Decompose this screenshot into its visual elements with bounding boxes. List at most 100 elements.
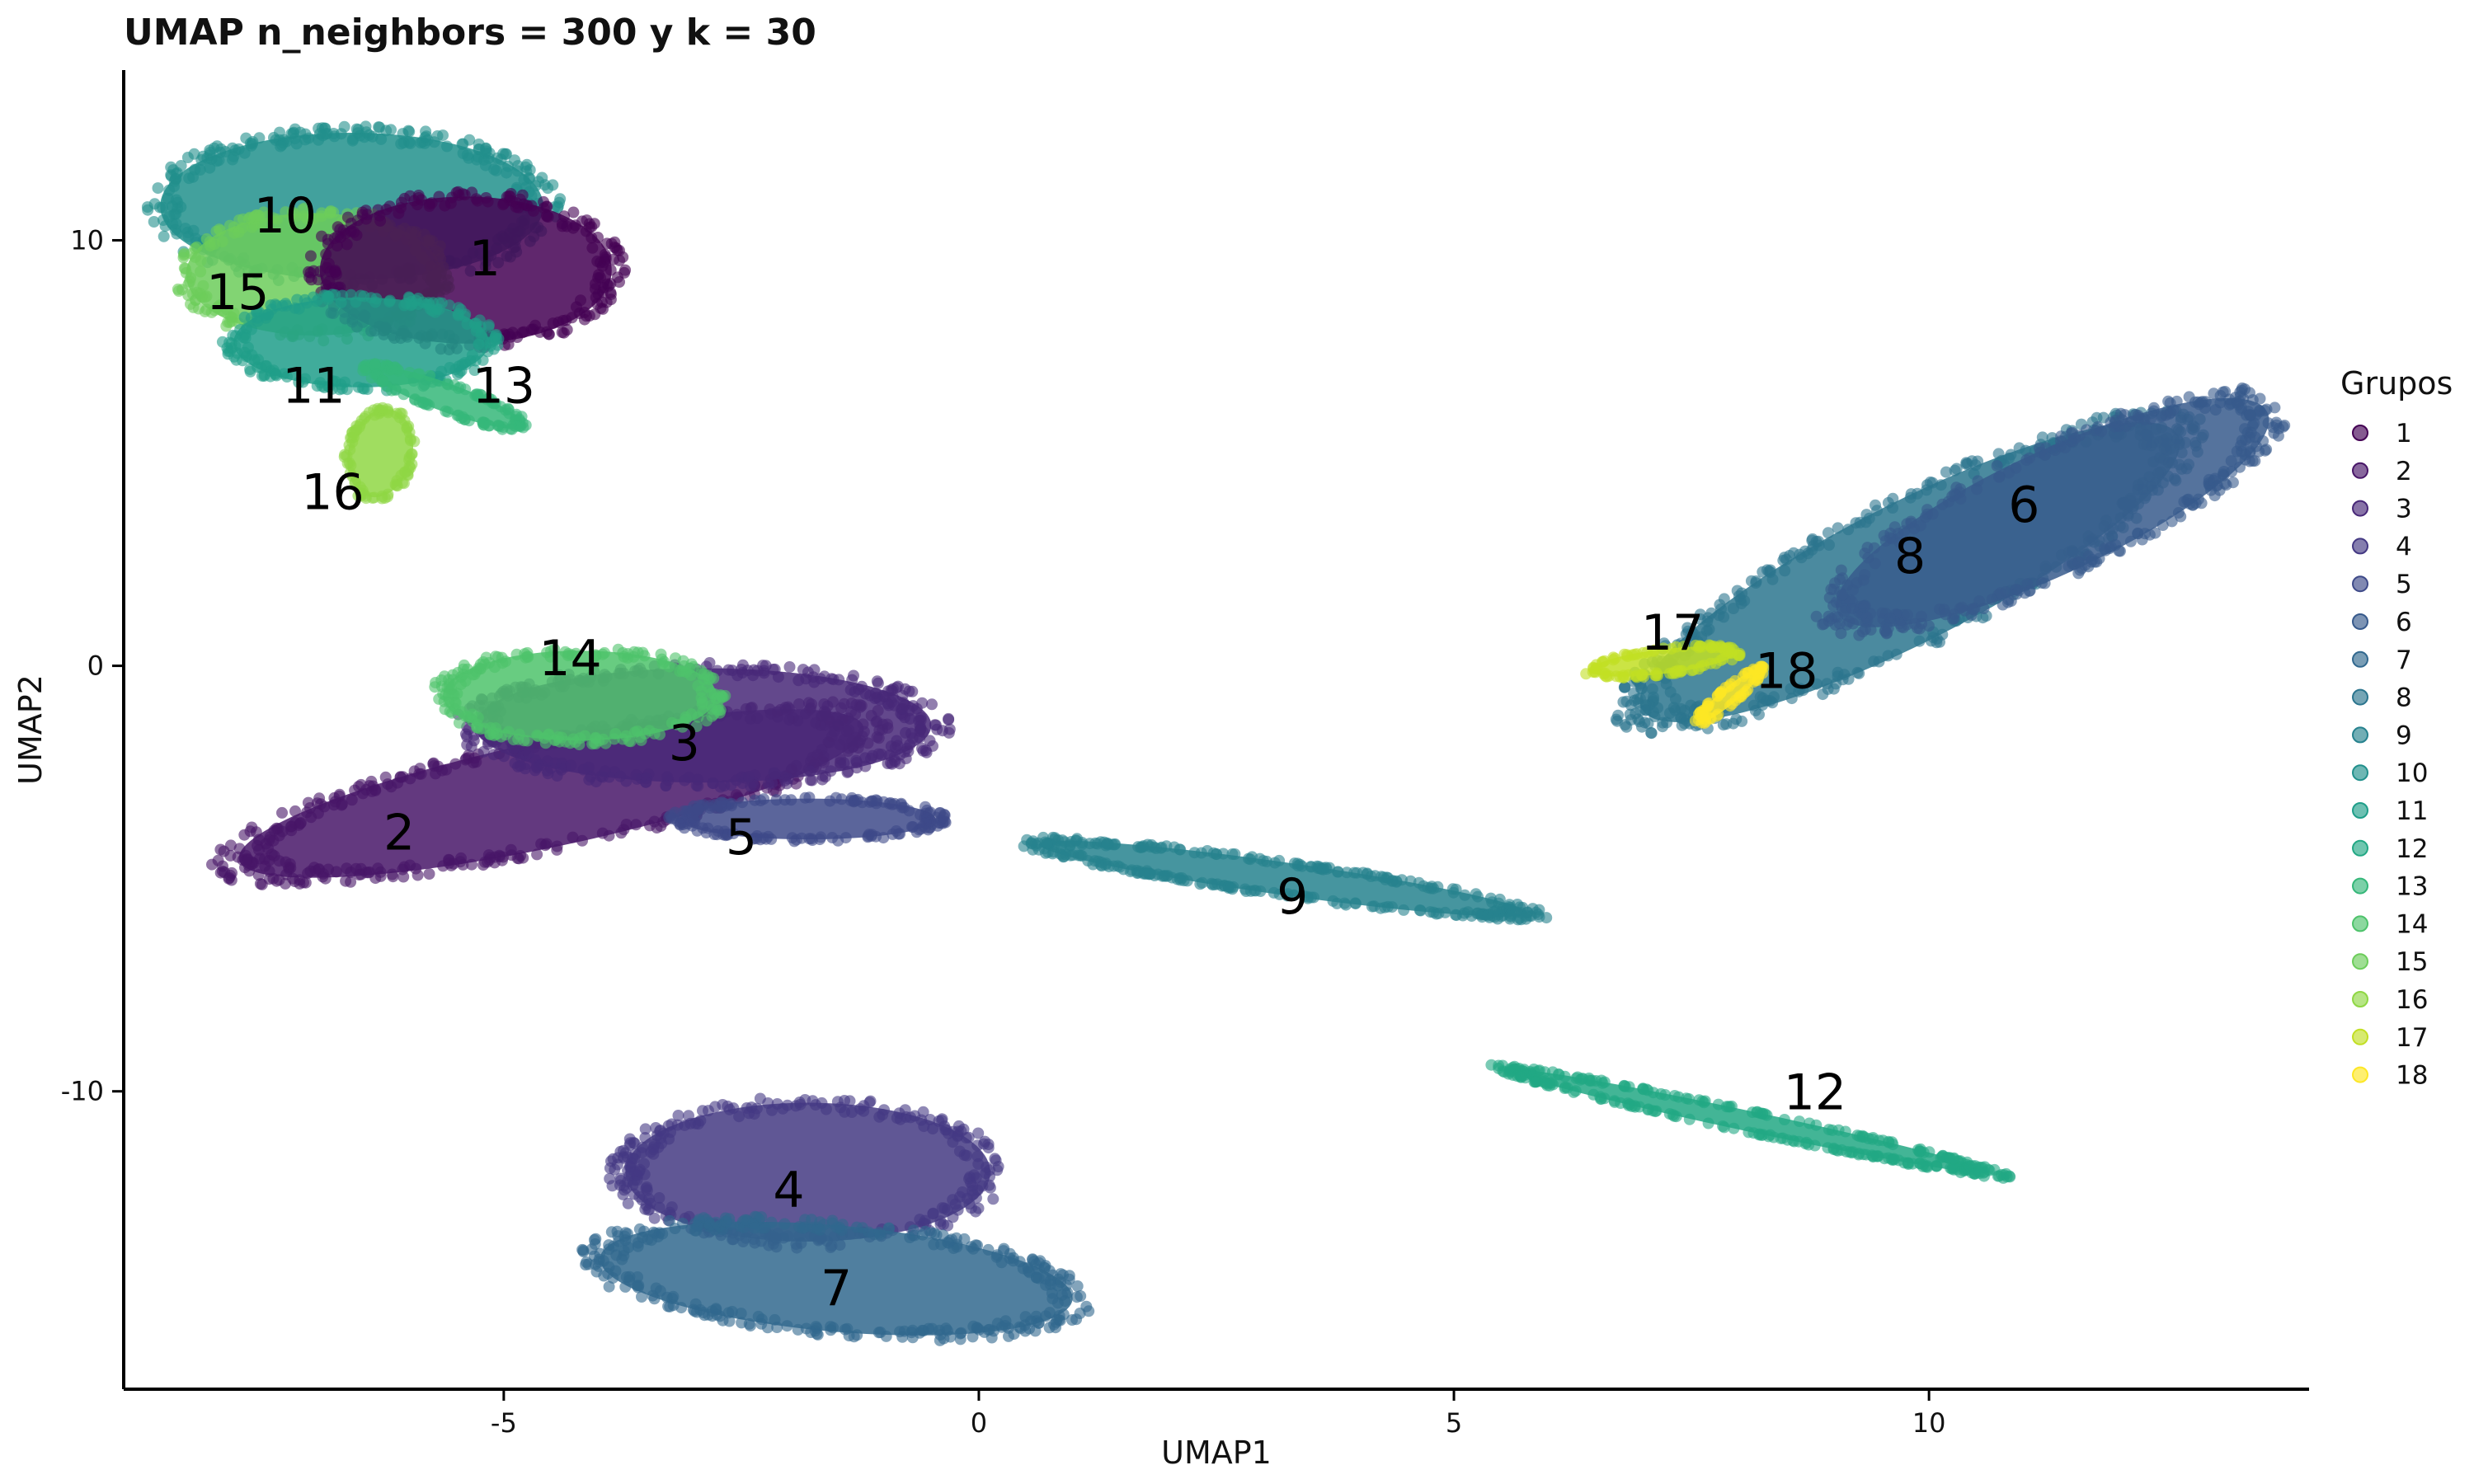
data-point: [335, 297, 347, 308]
data-point: [322, 257, 335, 270]
data-point: [1839, 1125, 1851, 1138]
data-point: [377, 375, 389, 387]
data-point: [2157, 519, 2169, 531]
data-point: [899, 683, 911, 695]
data-point: [1574, 1073, 1587, 1086]
data-point: [1962, 1164, 1974, 1176]
data-point: [985, 1331, 998, 1344]
data-point: [2036, 431, 2048, 444]
data-point: [289, 805, 301, 817]
data-point: [1949, 464, 1961, 477]
data-point: [630, 768, 642, 781]
data-point: [941, 1204, 953, 1216]
data-point: [1137, 841, 1149, 853]
data-point: [997, 1245, 1009, 1257]
data-point: [473, 338, 485, 350]
data-point: [566, 312, 578, 324]
data-point: [398, 299, 411, 312]
data-point: [1917, 1160, 1929, 1172]
data-point: [409, 393, 421, 406]
data-point: [2171, 395, 2183, 407]
data-point: [593, 735, 605, 747]
data-point: [2116, 414, 2128, 426]
cluster-label-5: 5: [726, 809, 757, 866]
legend-label: 12: [2396, 834, 2428, 864]
data-point: [2184, 498, 2196, 510]
data-point: [1871, 505, 1884, 517]
data-point: [442, 406, 454, 418]
legend-item-7: 7: [2352, 646, 2412, 675]
data-point: [2100, 544, 2112, 556]
data-point: [1978, 603, 1990, 614]
data-point: [1729, 674, 1741, 687]
data-point: [777, 1102, 789, 1115]
data-point: [583, 218, 595, 230]
data-point: [1802, 547, 1814, 560]
cluster-label-6: 6: [2008, 477, 2039, 534]
data-point: [1722, 1101, 1734, 1113]
data-point: [877, 832, 890, 844]
data-point: [736, 1317, 748, 1329]
data-point: [1664, 686, 1677, 698]
data-point: [971, 1239, 983, 1252]
data-point: [941, 1324, 953, 1336]
data-point: [536, 171, 548, 184]
data-point: [1540, 1078, 1553, 1090]
data-point: [500, 729, 512, 741]
data-point: [592, 232, 604, 243]
data-point: [1642, 717, 1654, 730]
data-point: [713, 693, 726, 705]
data-point: [280, 298, 292, 310]
data-point: [615, 827, 628, 839]
data-point: [736, 664, 747, 675]
data-point: [1714, 687, 1727, 699]
legend-label: 17: [2396, 1023, 2428, 1053]
data-point: [804, 765, 816, 777]
data-point: [1787, 1134, 1799, 1147]
data-point: [984, 1181, 996, 1194]
data-point: [385, 124, 397, 136]
data-point: [1087, 858, 1099, 871]
data-point: [943, 726, 955, 739]
data-point: [605, 1226, 618, 1238]
cluster-label-11: 11: [282, 358, 345, 416]
data-point: [638, 650, 651, 662]
data-point: [327, 128, 340, 139]
data-point: [735, 1308, 747, 1320]
data-point: [664, 1300, 676, 1313]
data-point: [2246, 394, 2259, 406]
data-point: [297, 376, 309, 388]
data-point: [926, 698, 938, 711]
data-point: [1067, 849, 1079, 862]
legend-swatch: [2352, 1028, 2368, 1045]
data-point: [195, 255, 207, 267]
data-point: [938, 811, 950, 824]
data-point: [971, 1139, 984, 1152]
points-layer: [141, 120, 2291, 1346]
data-point: [1862, 552, 1874, 564]
data-point: [1838, 669, 1851, 681]
data-point: [674, 818, 686, 830]
data-point: [769, 663, 781, 675]
data-point: [1797, 684, 1809, 697]
cluster-7-points: [576, 1210, 1095, 1346]
data-point: [749, 1222, 760, 1234]
y-tick-label: 10: [70, 224, 104, 256]
data-point: [1884, 613, 1896, 624]
data-point: [2232, 398, 2245, 411]
cluster-12-core: [1507, 1068, 1990, 1174]
data-point: [1108, 860, 1120, 872]
data-point: [1751, 1106, 1763, 1118]
data-point: [733, 1111, 745, 1123]
data-point: [479, 658, 491, 670]
data-point: [950, 1232, 962, 1244]
data-point: [2277, 420, 2289, 433]
data-point: [1810, 1119, 1823, 1131]
data-point: [2218, 477, 2231, 490]
data-point: [1725, 646, 1738, 659]
data-point: [2260, 403, 2273, 416]
cluster-label-7: 7: [821, 1260, 852, 1317]
data-point: [2209, 404, 2222, 416]
data-point: [353, 869, 365, 881]
data-point: [1761, 694, 1773, 707]
